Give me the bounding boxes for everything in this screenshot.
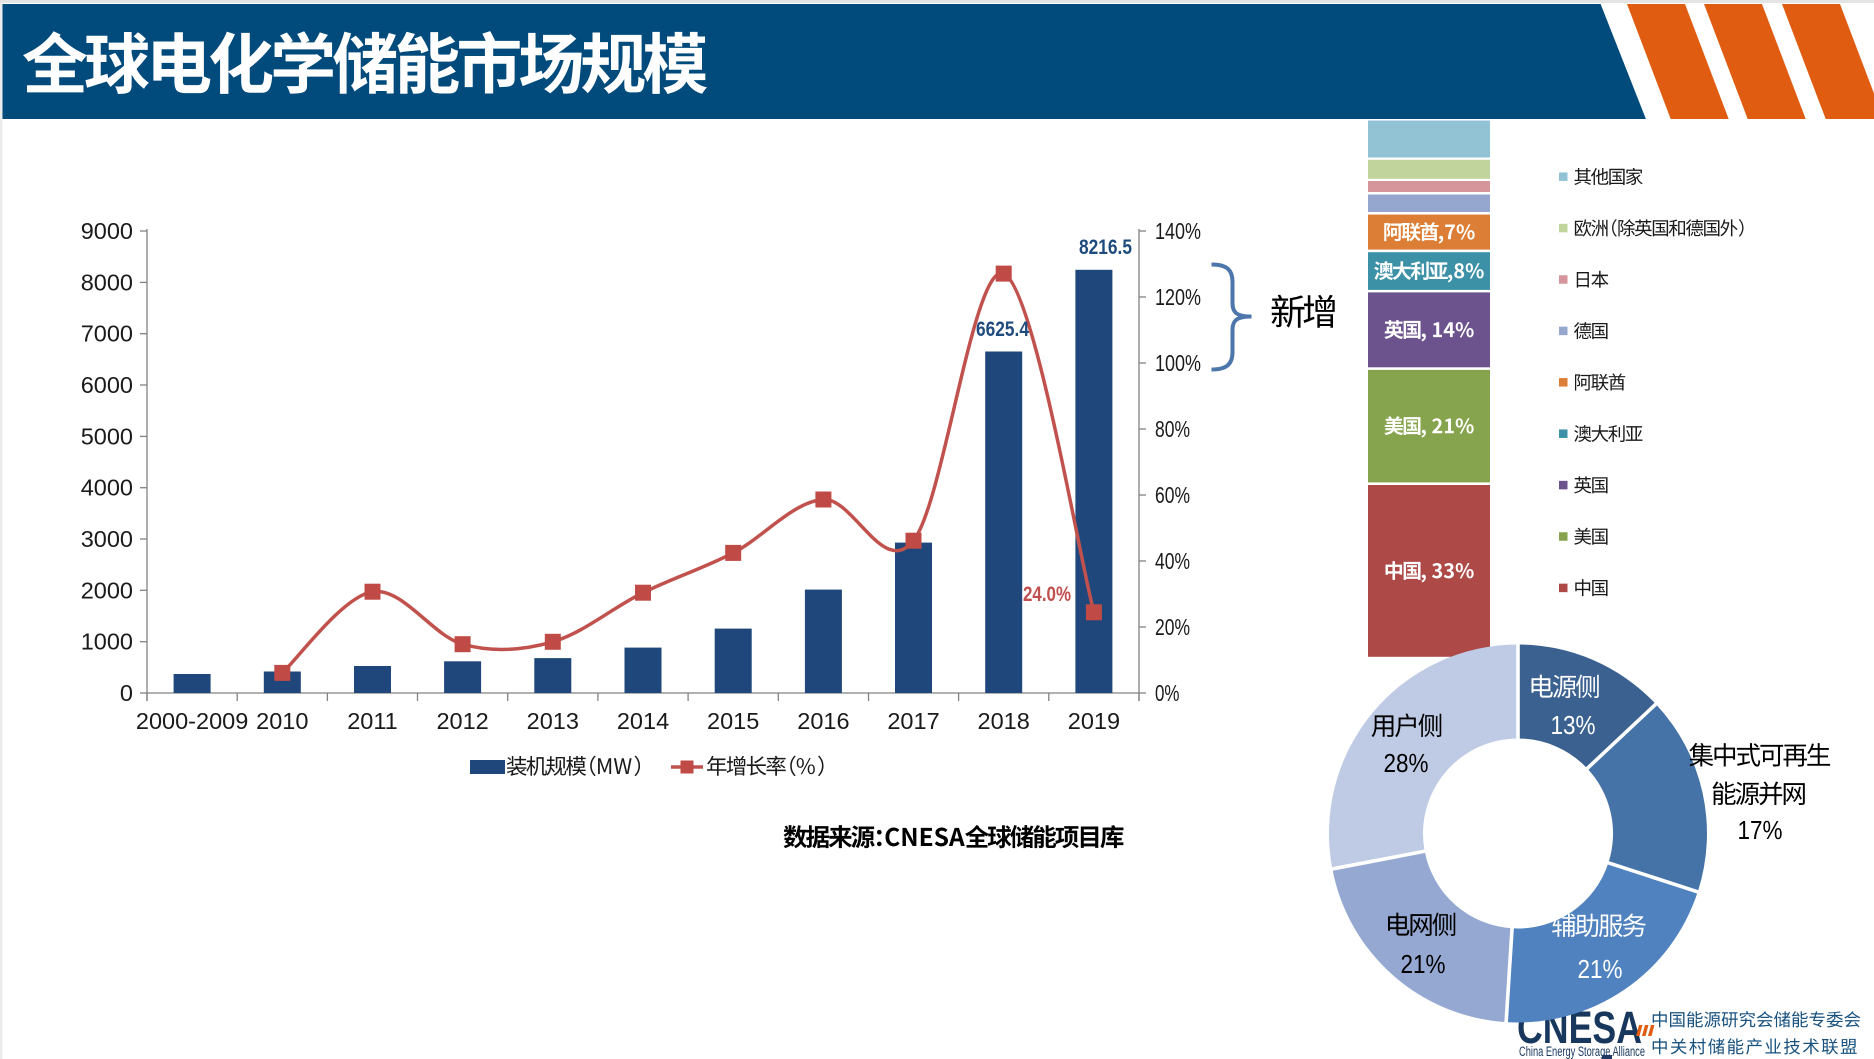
svg-text:60%: 60% [1155, 482, 1190, 508]
svg-text:100%: 100% [1155, 350, 1201, 376]
svg-text:9000: 9000 [81, 218, 133, 244]
svg-text:140%: 140% [1155, 218, 1201, 244]
svg-text:21%: 21% [1578, 954, 1623, 984]
svg-text:6625.4: 6625.4 [976, 317, 1029, 341]
svg-text:8000: 8000 [81, 269, 133, 295]
svg-text:2011: 2011 [347, 708, 398, 734]
svg-text:2010: 2010 [256, 708, 308, 734]
svg-text:2017: 2017 [887, 708, 939, 734]
svg-text:2012: 2012 [436, 708, 488, 734]
svg-text:6000: 6000 [81, 372, 133, 398]
svg-text:2000: 2000 [81, 577, 133, 603]
svg-text:China Energy Storage Alliance: China Energy Storage Alliance [1519, 1044, 1645, 1059]
svg-text:2000-2009: 2000-2009 [136, 708, 248, 734]
svg-text:17%: 17% [1738, 815, 1783, 845]
svg-text:2014: 2014 [617, 708, 669, 734]
svg-text:80%: 80% [1155, 416, 1190, 442]
svg-text:2018: 2018 [978, 708, 1030, 734]
svg-text:8216.5: 8216.5 [1079, 235, 1132, 259]
svg-text:20%: 20% [1155, 614, 1190, 640]
svg-text:0: 0 [120, 680, 133, 706]
svg-text:1000: 1000 [81, 629, 133, 655]
svg-text:21%: 21% [1401, 949, 1446, 979]
svg-text:7000: 7000 [81, 321, 133, 347]
svg-text:2015: 2015 [707, 708, 759, 734]
svg-text:13%: 13% [1551, 710, 1596, 740]
svg-text:2013: 2013 [527, 708, 579, 734]
svg-text:3000: 3000 [81, 526, 133, 552]
svg-text:0%: 0% [1155, 680, 1180, 706]
svg-text:2019: 2019 [1068, 708, 1120, 734]
svg-text:5000: 5000 [81, 423, 133, 449]
svg-text:24.0%: 24.0% [1023, 582, 1071, 606]
svg-text:28%: 28% [1384, 748, 1429, 778]
svg-text:40%: 40% [1155, 548, 1190, 574]
svg-text:4000: 4000 [81, 475, 133, 501]
svg-text:2016: 2016 [797, 708, 849, 734]
svg-text:120%: 120% [1155, 284, 1201, 310]
